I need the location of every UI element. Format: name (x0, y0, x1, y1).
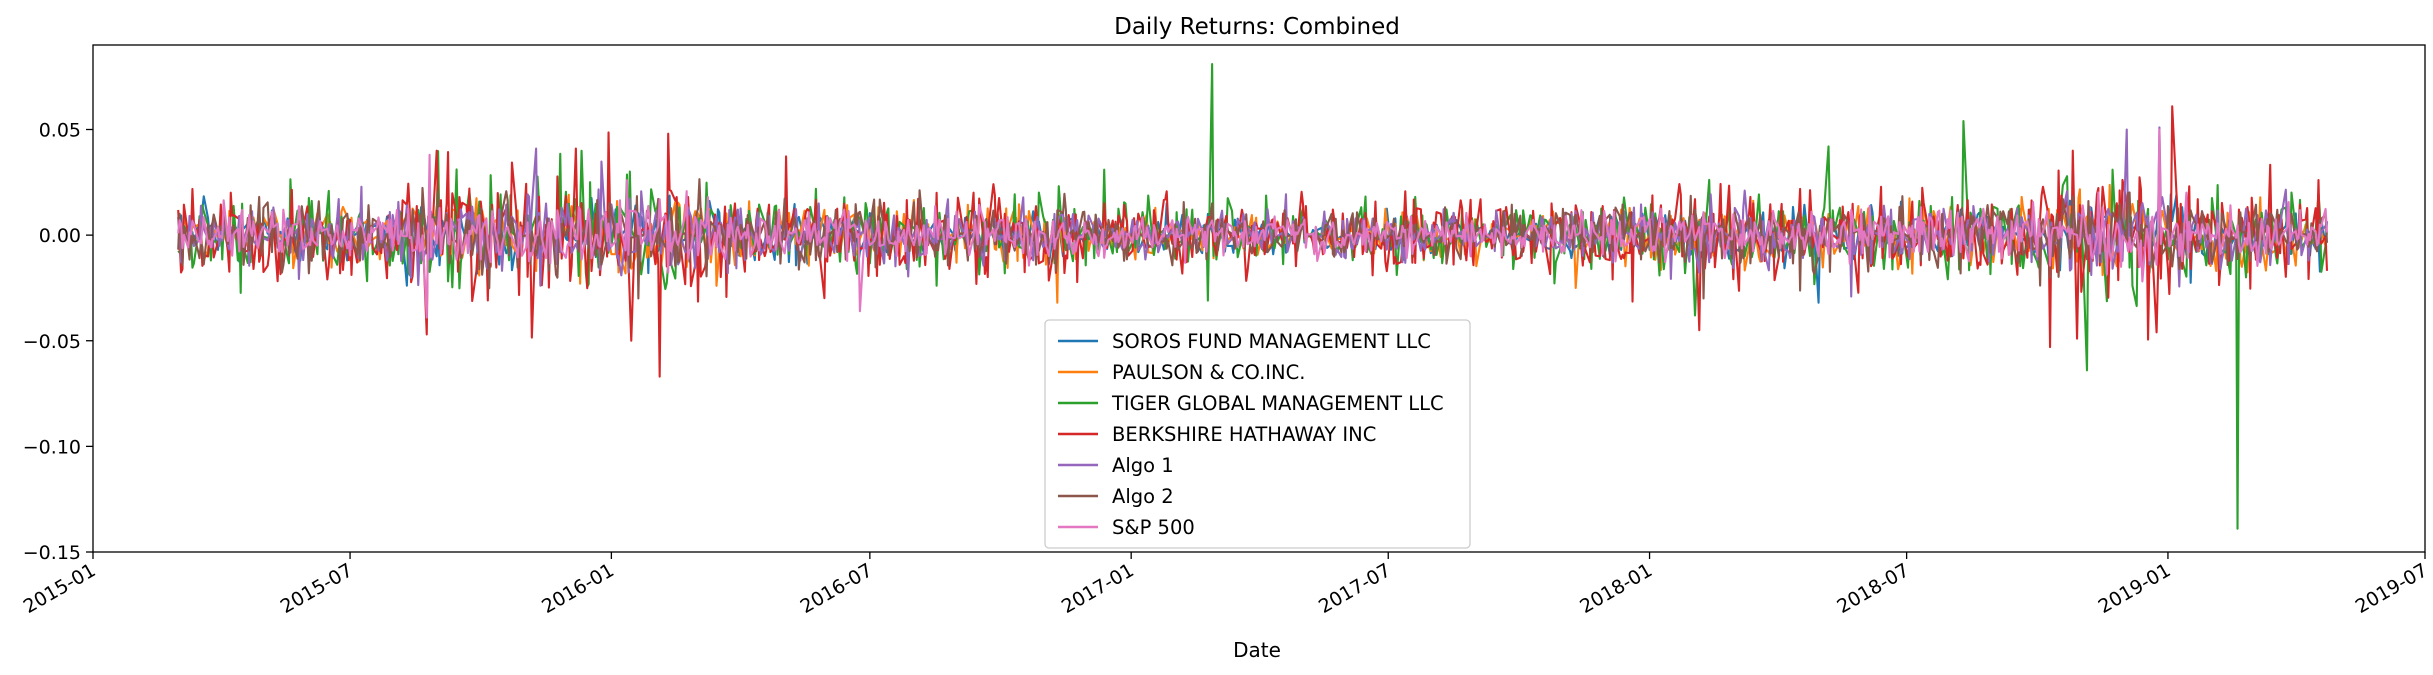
legend-entry: BERKSHIRE HATHAWAY INC (1112, 423, 1376, 446)
legend-box (1044, 319, 1471, 549)
y-tick-label: −0.10 (23, 436, 81, 458)
legend: SOROS FUND MANAGEMENT LLC PAULSON & CO.IN… (1044, 319, 1471, 549)
x-axis-label: Date (1233, 638, 1281, 662)
legend-entry: Algo 1 (1112, 454, 1174, 477)
legend-entry: SOROS FUND MANAGEMENT LLC (1112, 330, 1431, 353)
y-tick-label: 0.00 (39, 225, 81, 247)
legend-entry: TIGER GLOBAL MANAGEMENT LLC (1111, 392, 1444, 415)
legend-entry: Algo 2 (1112, 485, 1174, 508)
y-tick-label: 0.05 (39, 120, 81, 142)
legend-entry: S&P 500 (1112, 516, 1195, 539)
series-lines (177, 62, 2329, 530)
chart-title: Daily Returns: Combined (1114, 14, 1400, 40)
y-tick-label: −0.15 (23, 542, 81, 564)
y-tick-label: −0.05 (23, 331, 81, 353)
y-axis-ticks: 0.05 0.00 −0.05 −0.10 −0.15 (23, 120, 93, 564)
legend-entry: PAULSON & CO.INC. (1112, 361, 1305, 384)
series-line (177, 178, 2329, 300)
series-line (177, 128, 2329, 319)
plot-area-frame (92, 44, 2426, 553)
